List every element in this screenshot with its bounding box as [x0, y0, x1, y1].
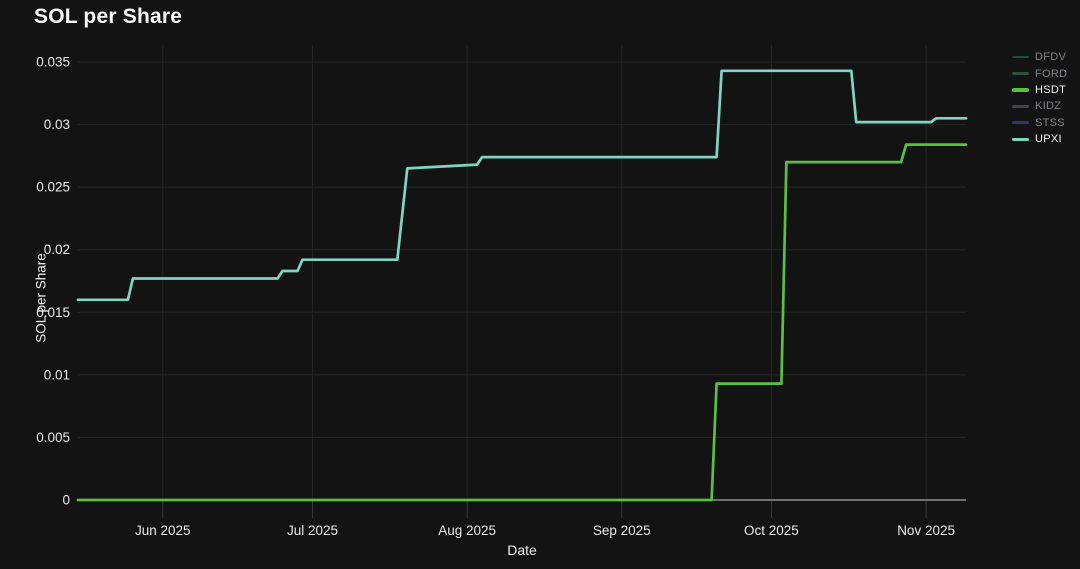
legend-item-stss[interactable]: STSS: [1012, 115, 1080, 131]
legend-item-hsdt[interactable]: HSDT: [1012, 82, 1080, 98]
legend-label: DFDV: [1035, 51, 1067, 64]
legend-label: HSDT: [1035, 83, 1067, 96]
legend-swatch-icon: [1012, 72, 1029, 75]
legend-swatch-icon: [1012, 105, 1029, 108]
y-tick-label: 0.01: [44, 367, 70, 382]
x-tick-label: Jun 2025: [135, 523, 191, 538]
legend-swatch-icon: [1012, 137, 1029, 141]
x-tick-label: Sep 2025: [593, 523, 651, 538]
legend-swatch-icon: [1012, 55, 1029, 59]
y-axis-title: SOL per Share: [33, 253, 49, 343]
legend-item-dfdv[interactable]: DFDV: [1012, 49, 1080, 65]
y-tick-label: 0.02: [44, 242, 70, 257]
x-tick-label: Aug 2025: [438, 523, 496, 538]
y-tick-label: 0: [62, 493, 70, 508]
y-tick-label: 0.005: [36, 430, 70, 445]
legend-label: KIDZ: [1035, 100, 1062, 113]
x-axis-title: Date: [507, 542, 537, 558]
x-tick-label: Nov 2025: [897, 523, 955, 538]
legend-label: UPXI: [1035, 133, 1062, 146]
y-tick-label: 0.025: [36, 180, 70, 195]
series-line-HSDT: [76, 143, 968, 502]
chart-title: SOL per Share: [34, 5, 183, 28]
y-tick-label: 0.035: [36, 55, 70, 70]
x-tick-label: Jul 2025: [287, 523, 338, 538]
x-tick-label: Oct 2025: [744, 523, 799, 538]
legend-item-upxi[interactable]: UPXI: [1012, 131, 1080, 147]
legend-swatch-icon: [1012, 88, 1029, 92]
legend-label: STSS: [1035, 116, 1065, 129]
y-tick-label: 0.03: [44, 117, 70, 132]
legend-item-ford[interactable]: FORD: [1012, 65, 1080, 81]
series-line-UPXI: [76, 69, 968, 302]
legend: DFDV FORD HSDT KIDZ STSS UPXI: [1012, 49, 1080, 147]
y-tick-label: 0.015: [36, 305, 70, 320]
legend-item-kidz[interactable]: KIDZ: [1012, 98, 1080, 114]
legend-label: FORD: [1035, 67, 1068, 80]
legend-swatch-icon: [1012, 121, 1029, 125]
